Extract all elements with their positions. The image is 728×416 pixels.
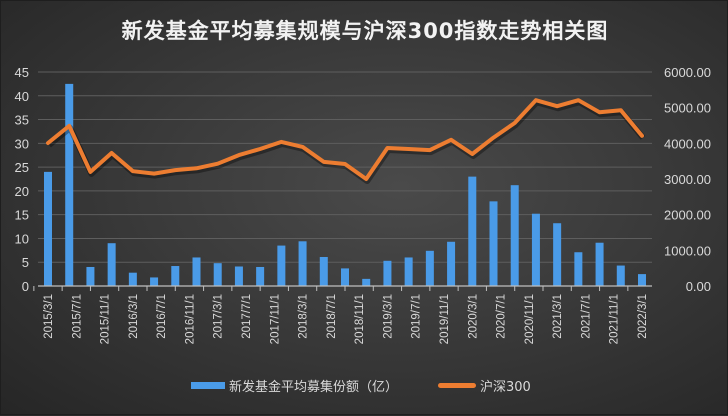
y-right-tick-label: 1000.00 [664,243,711,258]
x-tick-label: 2019/3/1 [382,294,394,339]
hs300-line [46,98,644,181]
line-swatch-icon [438,383,477,388]
bar [531,213,540,286]
x-tick-label: 2017/7/1 [241,294,253,339]
x-tick-label: 2021/3/1 [552,294,564,339]
bar [319,256,328,286]
bar [616,265,625,286]
y-left-tick-label: 25 [15,160,29,175]
x-tick-label: 2017/3/1 [213,294,225,339]
bar [171,266,180,286]
y-right-tick-label: 2000.00 [664,208,711,223]
x-tick-label: 2020/7/1 [496,294,508,339]
bar [510,185,519,286]
x-tick-label: 2015/3/1 [43,294,55,339]
x-tick-label: 2016/7/1 [156,294,168,339]
y-left-tick-label: 10 [15,231,29,246]
x-tick-label: 2021/7/1 [580,294,592,339]
bar-swatch-icon [191,382,225,389]
x-tick-label: 2015/7/1 [71,294,83,339]
bar [595,242,604,286]
legend-item-bar: 新发基金平均募集份额（亿） [191,376,398,395]
y-left-tick-label: 35 [15,113,29,128]
bar [107,243,116,286]
y-right-tick-label: 0.00 [686,279,711,294]
line-shadow [47,99,646,184]
bar [468,176,477,286]
y-left-tick-label: 30 [15,136,29,151]
x-tick-label: 2019/11/1 [439,294,451,344]
x-tick-label: 2016/3/1 [128,294,140,339]
bar [213,263,222,286]
y-left-tick-label: 15 [15,208,29,223]
y-right-tick-label: 3000.00 [664,172,711,187]
x-tick-label: 2018/3/1 [298,294,310,339]
x-tick-label: 2017/11/1 [269,294,281,344]
y-left-tick-label: 5 [22,255,29,270]
x-tick-label: 2015/11/1 [100,294,112,344]
bar [489,201,498,286]
y-left-tick-label: 0 [22,279,29,294]
x-tick-label: 2020/3/1 [467,294,479,339]
y-right-tick-label: 5000.00 [664,101,711,116]
bar [638,274,646,286]
bar [553,223,562,286]
y-right-tick-label: 6000.00 [664,65,711,80]
y-left-tick-label: 40 [15,89,29,104]
bar [65,83,74,286]
bar [425,250,434,286]
bar [383,260,392,286]
legend-item-line: 沪深300 [438,376,531,395]
bar [234,266,243,286]
x-tick-label: 2021/11/1 [609,294,621,344]
y-left-tick-label: 20 [15,184,29,199]
bar [150,277,159,286]
x-tick-label: 2016/11/1 [184,294,196,344]
x-tick-label: 2020/11/1 [524,294,536,344]
bar [362,278,371,286]
bar [277,245,286,286]
bar [574,252,583,286]
chart-title: 新发基金平均募集规模与沪深300指数走势相关图 [121,19,609,43]
x-tick-label: 2019/7/1 [411,294,423,339]
x-tick-label: 2018/11/1 [354,294,366,344]
x-tick-label: 2018/7/1 [326,294,338,339]
x-tick-label: 2022/3/1 [637,294,649,339]
legend: 新发基金平均募集份额（亿） 沪深300 [191,376,571,395]
bar [256,266,265,286]
legend-line-label: 沪深300 [480,380,531,395]
bar [341,268,349,286]
bar [128,272,137,286]
y-left-tick-label: 45 [15,65,29,80]
bar [44,171,52,286]
y-right-tick-label: 4000.00 [664,136,711,151]
bar [298,241,307,286]
bar [192,257,201,286]
bar [447,241,456,286]
bar [404,257,413,286]
bar [86,266,95,286]
legend-bar-label: 新发基金平均募集份额（亿） [229,380,399,395]
